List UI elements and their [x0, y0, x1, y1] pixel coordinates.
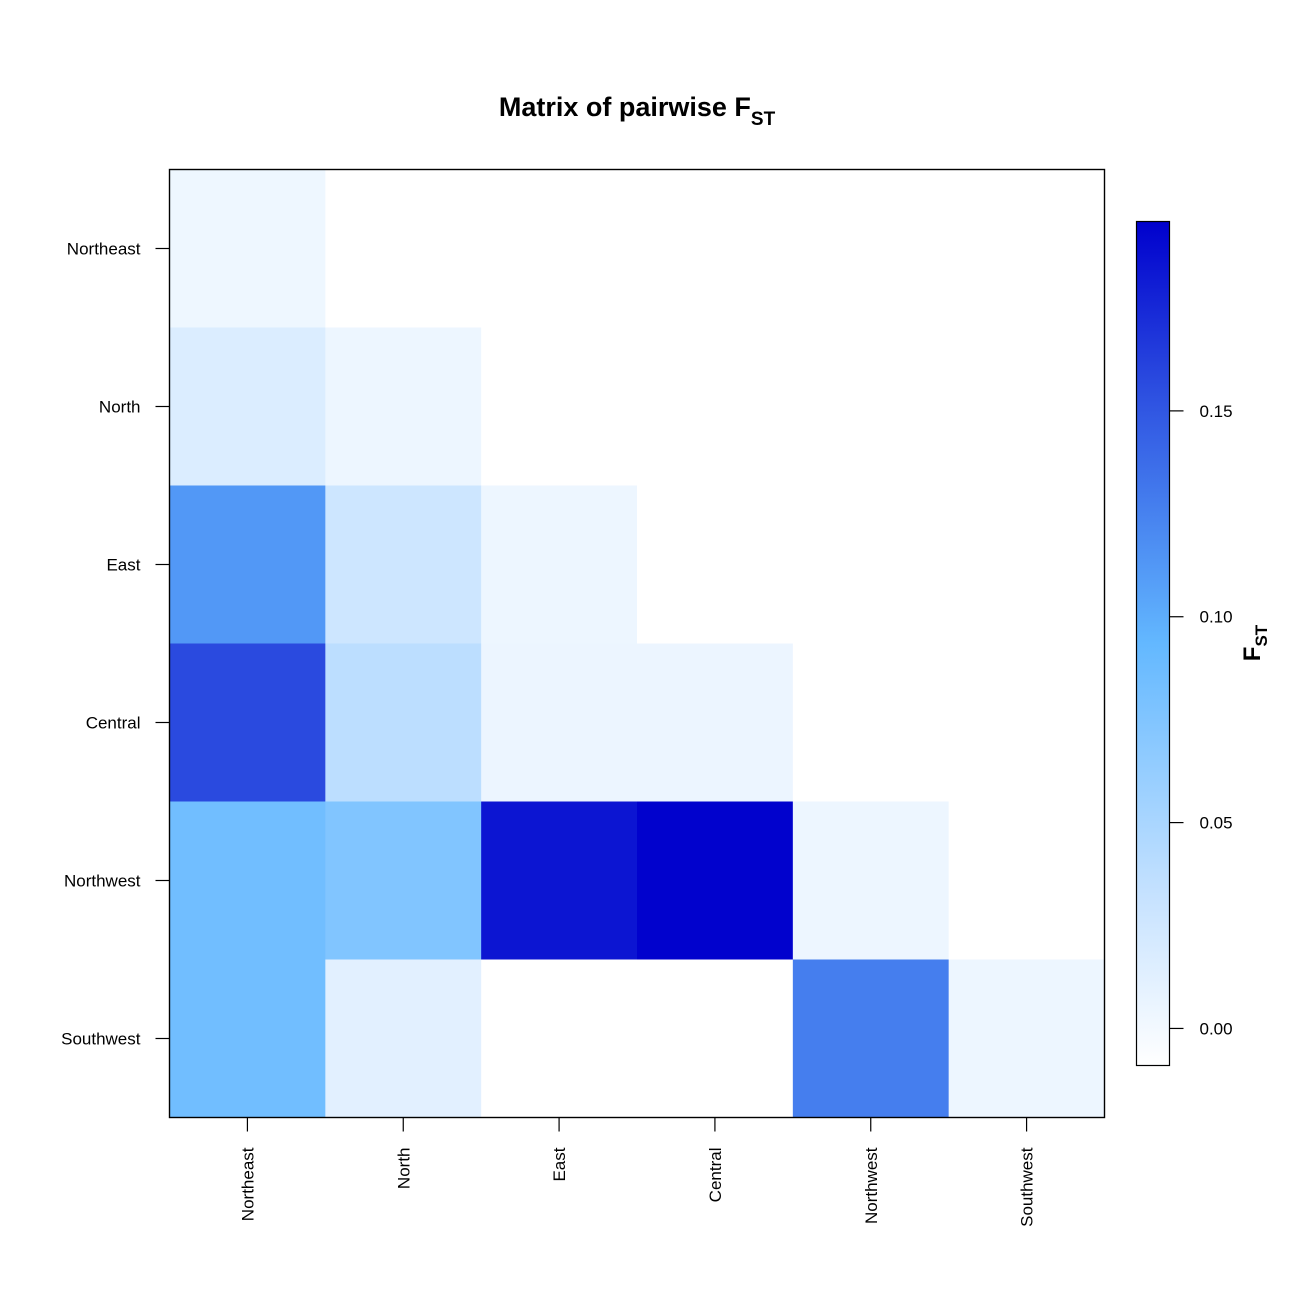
y-tick-label: North [99, 398, 141, 417]
heatmap-cell-central-northeast [169, 643, 326, 802]
heatmap-cell-east-central [637, 485, 794, 644]
y-tick-label: Northeast [67, 240, 141, 259]
x-axis: Northeast North East Central Northwest Southw… [238, 1117, 1037, 1227]
heatmap-cell-southwest-central [637, 959, 794, 1118]
x-tick-label: North [394, 1148, 413, 1190]
heatmap-cell-north-southwest [948, 327, 1105, 486]
colorbar-tick-label: 0.00 [1200, 1019, 1233, 1038]
heatmap-cell-northeast-northeast [169, 169, 326, 328]
heatmap-cell-southwest-east [481, 959, 638, 1118]
colorbar-ticks: 0.00 0.05 0.10 0.15 [1169, 402, 1233, 1038]
y-tick-label: Central [86, 714, 141, 733]
colorbar-title-main: F [1239, 647, 1266, 662]
heatmap-cell-central-southwest [948, 643, 1105, 802]
svg-text:Matrix of pairwise FST: Matrix of pairwise FST [499, 92, 776, 130]
chart-title-subscript: ST [751, 109, 776, 130]
heatmap-cell-southwest-northwest [792, 959, 950, 1118]
y-tick-label: Southwest [61, 1030, 141, 1049]
plot-frame [168, 168, 1106, 1119]
heatmap-cell-central-north [325, 643, 482, 802]
heatmap-cell-southwest-north [325, 959, 482, 1118]
heatmap-cell-northwest-northeast [169, 801, 326, 960]
heatmap-cell-northeast-north [325, 169, 482, 328]
heatmap-cells [169, 169, 1105, 1118]
colorbar-gradient [1135, 220, 1171, 1067]
colorbar-tick-label: 0.15 [1200, 402, 1233, 421]
y-axis: Northeast North East Central Northwest Southw… [61, 240, 170, 1049]
y-tick-label: East [106, 556, 140, 575]
heatmap-cell-east-east [481, 485, 638, 644]
x-tick-label: Central [706, 1148, 725, 1203]
heatmap-cell-northwest-northwest [792, 801, 950, 960]
heatmap-cell-northeast-east [481, 169, 638, 328]
colorbar-title: FST [1239, 624, 1271, 661]
x-tick-label: Southwest [1018, 1147, 1037, 1227]
y-tick-label: Northwest [64, 872, 141, 891]
heatmap-cell-central-central [637, 643, 794, 802]
heatmap-cell-central-northwest [792, 643, 950, 802]
colorbar-tick-label: 0.10 [1200, 608, 1233, 627]
heatmap-cell-northeast-central [637, 169, 794, 328]
colorbar: 0.00 0.05 0.10 0.15 FST [1135, 220, 1271, 1067]
heatmap-cell-north-north [325, 327, 482, 486]
heatmap-cell-north-east [481, 327, 638, 486]
chart-title-main: Matrix of pairwise F [499, 92, 751, 122]
chart-title: Matrix of pairwise FST [499, 92, 776, 130]
heatmap-cell-north-northwest [792, 327, 950, 486]
heatmap-cell-east-northwest [792, 485, 950, 644]
heatmap-cell-northwest-north [325, 801, 482, 960]
x-tick-label: East [550, 1147, 569, 1181]
heatmap-cell-north-northeast [169, 327, 326, 486]
heatmap-cell-northeast-northwest [792, 169, 950, 328]
heatmap-cell-northwest-southwest [948, 801, 1105, 960]
heatmap-cell-east-northeast [169, 485, 326, 644]
heatmap-cell-northwest-central [637, 801, 794, 960]
heatmap-cell-northwest-east [481, 801, 638, 960]
colorbar-tick-label: 0.05 [1200, 814, 1233, 833]
heatmap-cell-northeast-southwest [948, 169, 1105, 328]
heatmap-cell-north-central [637, 327, 794, 486]
colorbar-title-subscript: ST [1252, 624, 1271, 646]
heatmap-cell-central-east [481, 643, 638, 802]
heatmap-cell-southwest-southwest [948, 959, 1105, 1118]
heatmap-cell-east-southwest [948, 485, 1105, 644]
x-tick-label: Northwest [862, 1147, 881, 1224]
heatmap-cell-east-north [325, 485, 482, 644]
x-tick-label: Northeast [238, 1147, 257, 1221]
heatmap-cell-southwest-northeast [169, 959, 326, 1118]
